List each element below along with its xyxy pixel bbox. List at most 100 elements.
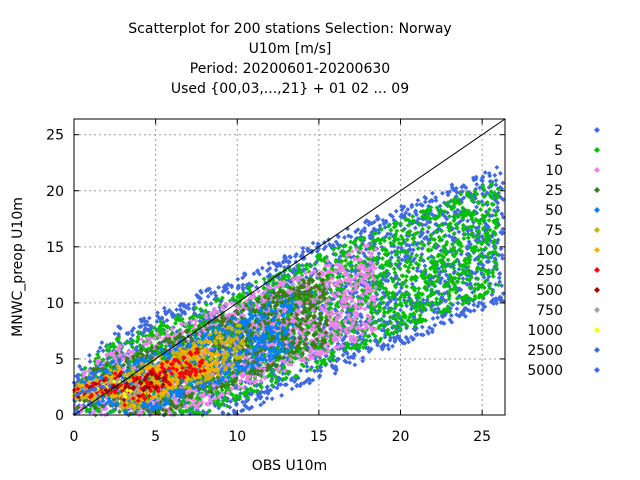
scatter-point-series-5: [407, 222, 412, 228]
scatter-point-series-5: [97, 407, 103, 413]
scatter-point-series-2: [471, 250, 477, 256]
scatter-point-series-5: [486, 269, 491, 275]
scatter-point-series-5: [335, 304, 341, 310]
scatter-point-series-2: [203, 317, 209, 323]
scatter-point-series-5: [443, 264, 448, 270]
scatter-point-series-2: [486, 259, 492, 264]
scatter-point-series-5: [425, 294, 431, 300]
scatter-point-series-2: [208, 291, 214, 296]
scatter-point-series-2: [282, 382, 288, 388]
scatter-point-series-2: [212, 290, 218, 295]
scatter-point-series-2: [463, 306, 469, 311]
scatter-point-series-2: [407, 247, 413, 252]
chart-title-line-4: Used {00,03,...,21} + 01 02 ... 09: [170, 81, 410, 97]
scatter-point-series-2: [399, 212, 405, 217]
scatter-point-series-5: [471, 234, 477, 240]
scatter-point-series-5: [213, 298, 219, 304]
scatter-point-series-5: [437, 309, 443, 315]
scatter-point-series-2: [370, 228, 376, 234]
scatter-point-series-5: [464, 293, 470, 299]
scatter-point-series-5: [380, 264, 386, 270]
scatter-point-series-5: [453, 290, 459, 295]
scatter-point-series-5: [414, 308, 419, 314]
scatter-point-series-5: [404, 299, 410, 305]
scatter-point-series-5: [481, 186, 487, 192]
scatter-point-series-5: [344, 344, 350, 349]
scatter-point-series-2: [360, 355, 366, 361]
scatter-point-series-5: [467, 257, 473, 263]
scatter-point-series-2: [433, 222, 439, 227]
scatter-point-series-5: [158, 331, 164, 337]
scatter-point-series-5: [363, 298, 369, 304]
scatter-point-series-5: [110, 408, 116, 414]
scatter-point-series-2: [191, 307, 197, 312]
scatter-point-series-5: [261, 276, 267, 282]
scatter-point-series-5: [348, 259, 354, 265]
scatter-point-series-2: [344, 351, 350, 357]
scatter-point-series-5: [248, 386, 253, 392]
scatter-point-series-5: [477, 292, 483, 298]
scatter-point-series-5: [492, 245, 498, 250]
scatter-point-series-5: [362, 295, 368, 301]
scatter-point-series-5: [110, 341, 116, 347]
scatter-point-series-2: [465, 218, 471, 224]
scatter-point-series-5: [476, 200, 482, 206]
scatter-point-series-10: [171, 380, 177, 385]
scatter-point-series-2: [292, 268, 298, 274]
scatter-point-series-5: [417, 312, 423, 318]
scatter-point-series-5: [338, 286, 344, 291]
scatter-point-series-5: [361, 344, 366, 350]
scatter-point-series-5: [438, 207, 444, 213]
scatter-point-series-2: [348, 268, 354, 274]
scatter-point-series-5: [443, 251, 449, 257]
scatter-point-series-5: [205, 390, 211, 395]
scatter-point-series-5: [317, 275, 323, 281]
scatter-point-series-2: [161, 305, 167, 311]
scatter-point-series-5: [433, 241, 439, 247]
scatter-point-series-2: [394, 297, 399, 302]
scatter-point-series-2: [394, 291, 400, 297]
scatter-point-series-2: [270, 260, 276, 266]
scatter-point-series-5: [306, 309, 312, 315]
scatter-point-series-5: [428, 273, 434, 279]
scatter-point-series-2: [336, 234, 341, 240]
scatter-point-series-5: [236, 339, 242, 345]
scatter-point-series-5: [209, 369, 215, 375]
scatter-point-series-5: [444, 248, 450, 254]
scatter-point-series-5: [155, 335, 160, 341]
scatter-point-series-2: [235, 285, 241, 291]
scatter-point-series-5: [428, 247, 434, 253]
scatter-point-series-10: [146, 339, 152, 345]
scatter-point-series-2: [362, 219, 368, 225]
scatter-point-series-5: [451, 199, 456, 204]
scatter-point-series-2: [231, 298, 237, 303]
scatter-points: [71, 164, 506, 418]
scatter-point-series-2: [471, 302, 477, 308]
scatter-point-series-2: [419, 324, 425, 330]
scatter-point-series-5: [404, 216, 409, 222]
scatter-point-series-2: [455, 207, 461, 213]
scatter-point-series-5: [428, 205, 434, 210]
scatter-point-series-5: [408, 262, 413, 267]
scatter-point-series-5: [448, 274, 454, 280]
scatter-point-series-5: [404, 237, 410, 243]
scatter-point-series-5: [367, 246, 373, 252]
scatter-point-series-2: [184, 399, 190, 405]
scatter-point-series-5: [393, 231, 399, 237]
scatter-point-series-5: [417, 257, 423, 263]
scatter-point-series-5: [382, 251, 388, 257]
scatter-point-series-2: [194, 292, 200, 298]
scatter-point-series-5: [234, 298, 240, 303]
scatter-point-series-5: [487, 207, 492, 212]
scatter-point-series-5: [494, 218, 500, 224]
scatter-point-series-2: [362, 228, 368, 234]
scatter-point-series-5: [391, 266, 397, 272]
scatter-point-series-5: [258, 381, 263, 387]
scatter-point-series-10: [131, 349, 136, 355]
scatter-point-series-2: [375, 342, 380, 348]
scatter-point-series-2: [493, 182, 499, 188]
scatter-point-series-2: [473, 176, 479, 182]
scatter-point-series-5: [175, 313, 181, 319]
scatter-point-series-5: [393, 284, 399, 290]
scatter-point-series-2: [486, 224, 491, 230]
